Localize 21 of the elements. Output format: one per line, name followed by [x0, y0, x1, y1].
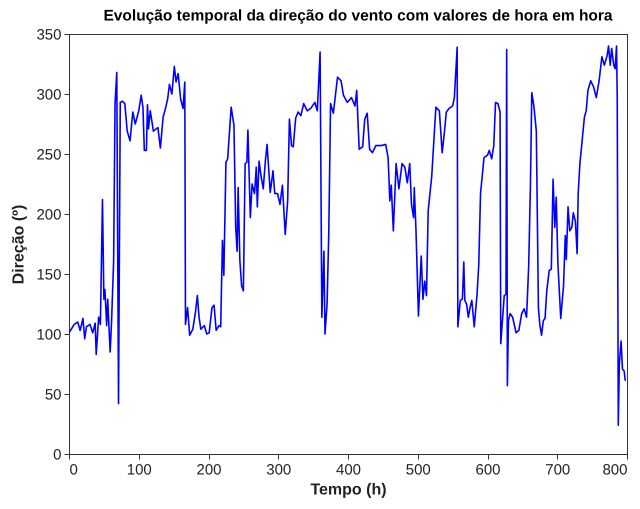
chart-title: Evolução temporal da direção do vento com valores de hora em hora [103, 8, 613, 24]
x-tick-label: 500 [406, 462, 431, 478]
y-tick-label: 350 [36, 26, 62, 44]
x-tick-label: 600 [475, 462, 501, 478]
x-axis-title: Tempo (h) [310, 482, 387, 498]
y-tick-label: 150 [36, 266, 62, 284]
y-tick-label: 0 [53, 446, 62, 464]
y-tick-label: 300 [36, 86, 62, 104]
y-tick-label: 200 [36, 206, 62, 224]
y-tick-label: 250 [36, 146, 62, 164]
line-series [69, 45, 626, 426]
x-tick-label: 0 [70, 462, 78, 478]
x-tick-label: 200 [196, 462, 222, 478]
x-tick-label: 800 [602, 462, 628, 478]
x-tick-label: 300 [266, 462, 292, 478]
x-tick-label: 100 [126, 462, 152, 478]
y-tick-label: 50 [44, 386, 62, 404]
y-axis-title: Direção (º) [10, 204, 28, 284]
y-tick-label: 100 [36, 326, 62, 344]
x-tick-label: 400 [336, 462, 362, 478]
x-tick-label: 700 [545, 462, 570, 478]
